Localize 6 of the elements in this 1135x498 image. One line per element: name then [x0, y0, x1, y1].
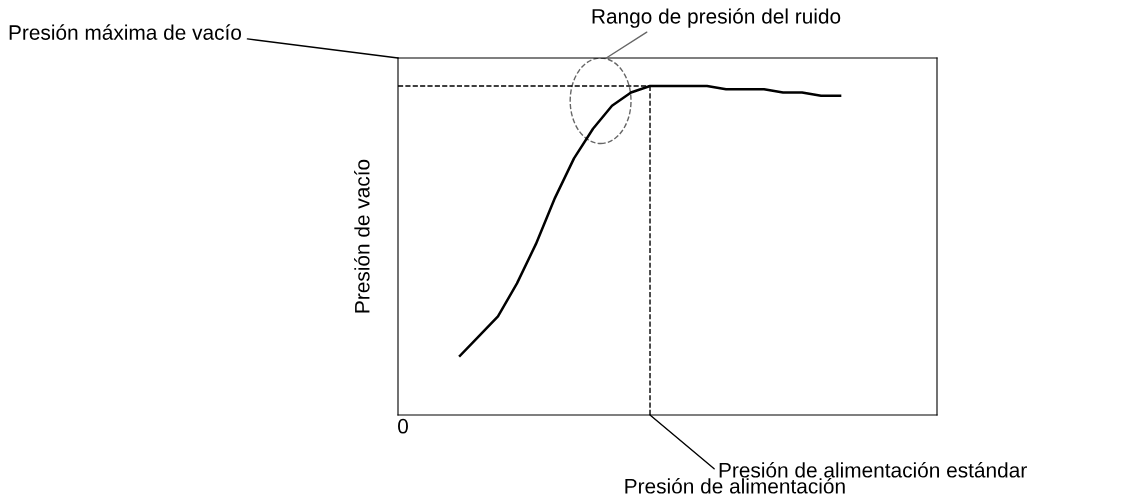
ref-line-label: Presión máxima de vacío — [9, 24, 242, 40]
text: 0 — [398, 418, 408, 434]
x-axis-title: Presión de alimentación — [625, 478, 845, 494]
text: Rango de presión del ruido — [592, 8, 841, 28]
text: Presión de alimentación estándar — [719, 462, 1027, 478]
y-axis-title: Presión de vacío — [354, 159, 370, 313]
